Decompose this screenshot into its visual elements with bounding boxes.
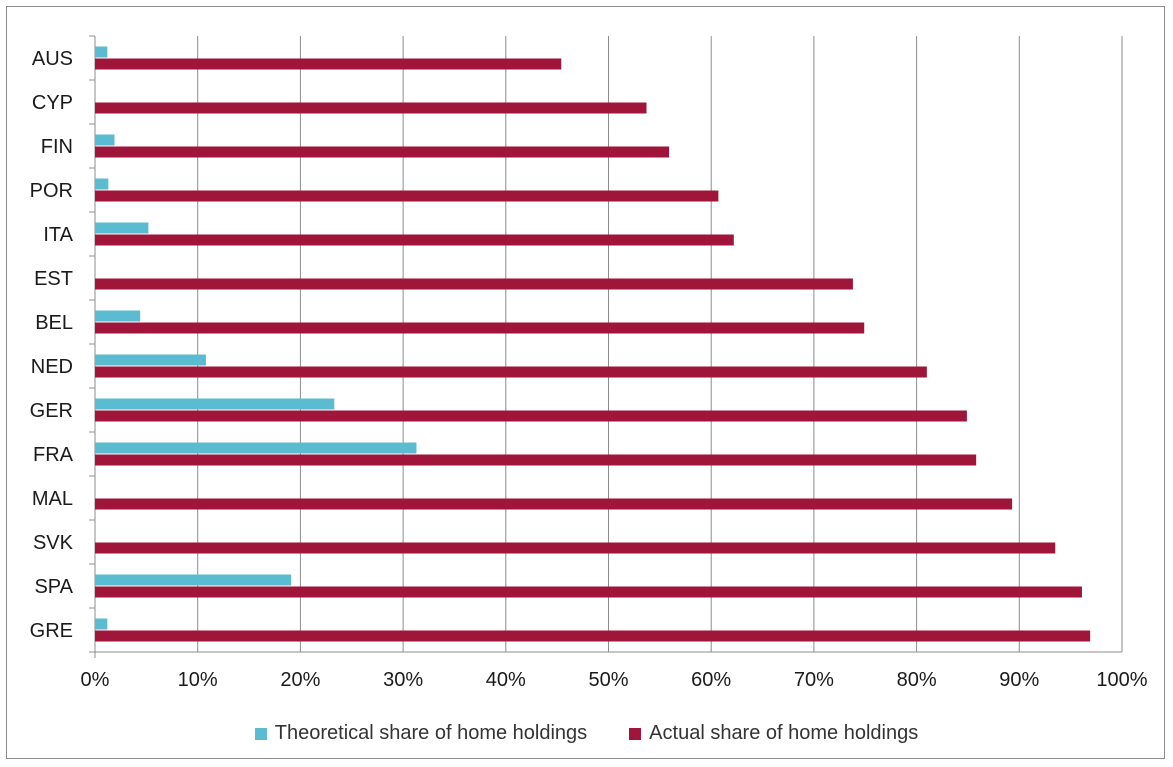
x-tick-label: 100% <box>1096 669 1147 691</box>
bar-actual <box>95 630 1091 642</box>
bar-theoretical <box>95 178 109 190</box>
x-tick-label: 0% <box>81 669 110 691</box>
x-tick-label: 40% <box>486 669 526 691</box>
bar-theoretical <box>95 618 108 630</box>
y-tick-label: AUS <box>32 48 73 70</box>
bar-theoretical <box>95 46 108 58</box>
y-tick-label: SVK <box>33 532 74 554</box>
bar-actual <box>95 146 670 158</box>
bar-theoretical <box>95 310 141 322</box>
bar-theoretical <box>95 134 115 146</box>
y-tick-label: BEL <box>35 312 73 334</box>
bar-actual <box>95 58 562 70</box>
y-tick-label: MAL <box>32 488 73 510</box>
bar-theoretical <box>95 222 149 234</box>
y-tick-label: CYP <box>32 92 73 114</box>
bar-actual <box>95 190 719 202</box>
bar-theoretical <box>95 574 292 586</box>
bar-actual <box>95 234 734 246</box>
y-tick-label: EST <box>34 268 73 290</box>
bar-theoretical <box>95 442 417 454</box>
x-tick-label: 90% <box>999 669 1039 691</box>
bar-actual <box>95 586 1082 598</box>
y-tick-label: SPA <box>34 576 73 598</box>
bar-actual <box>95 366 927 378</box>
bar-actual <box>95 454 977 466</box>
x-tick-label: 50% <box>588 669 628 691</box>
legend-item-theoretical: Theoretical share of home holdings <box>254 722 588 745</box>
bar-theoretical <box>95 398 335 410</box>
x-tick-label: 10% <box>178 669 218 691</box>
legend-swatch-actual <box>629 727 642 740</box>
x-tick-label: 20% <box>280 669 320 691</box>
legend-label-theoretical: Theoretical share of home holdings <box>274 722 588 744</box>
x-tick-label: 70% <box>794 669 834 691</box>
y-tick-label: FRA <box>33 444 74 466</box>
y-tick-label: FIN <box>41 136 73 158</box>
x-tick-label: 30% <box>383 669 423 691</box>
bar-actual <box>95 410 967 422</box>
y-tick-label: GRE <box>30 620 73 642</box>
bar-theoretical <box>95 354 206 366</box>
y-tick-label: POR <box>30 180 73 202</box>
x-tick-label: 60% <box>691 669 731 691</box>
legend-label-actual: Actual share of home holdings <box>649 722 919 744</box>
legend-item-actual: Actual share of home holdings <box>629 722 918 745</box>
y-tick-label: ITA <box>43 224 73 246</box>
x-tick-label: 80% <box>897 669 937 691</box>
y-tick-label: GER <box>30 400 73 422</box>
legend: Theoretical share of home holdings Actua… <box>0 722 1173 745</box>
y-tick-label: NED <box>31 356 73 378</box>
bar-actual <box>95 322 865 334</box>
legend-swatch-theoretical <box>254 727 267 740</box>
bar-actual <box>95 278 853 290</box>
bar-actual <box>95 102 647 114</box>
bar-actual <box>95 542 1056 554</box>
bar-actual <box>95 498 1013 510</box>
